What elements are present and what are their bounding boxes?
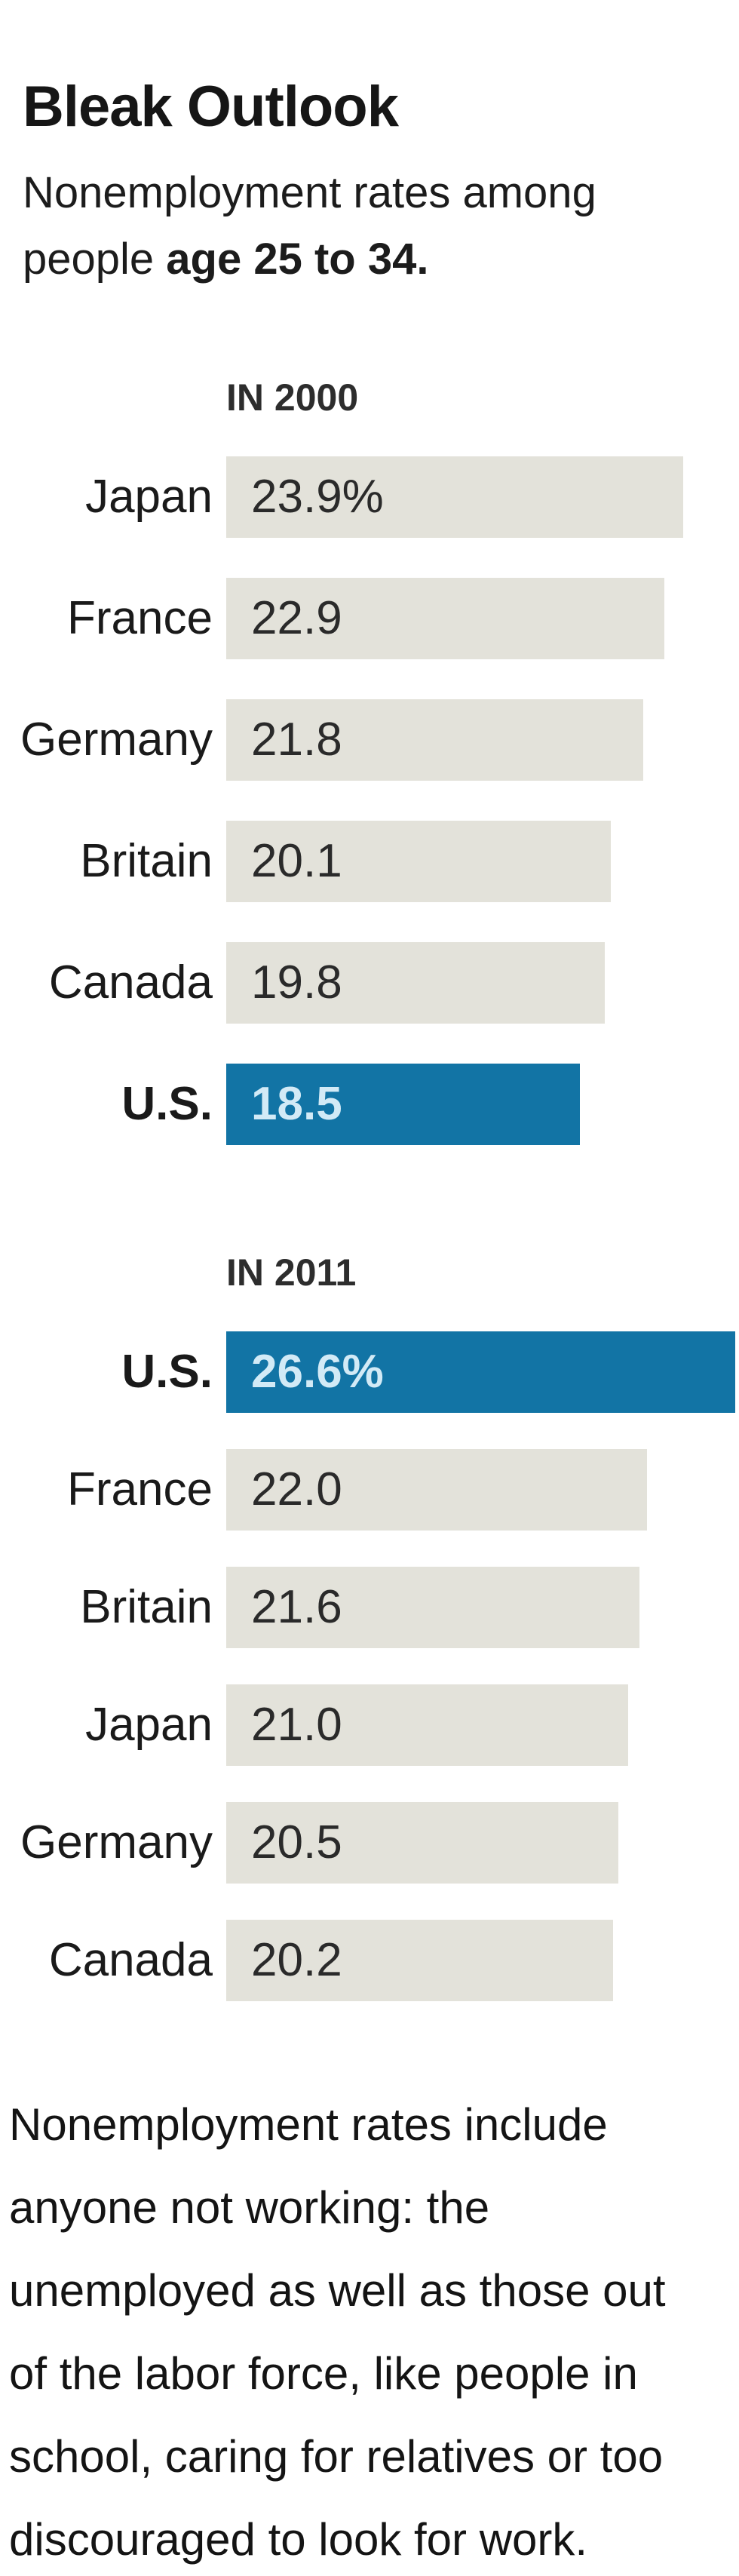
country-label: Germany (20, 1816, 213, 1868)
country-label: Japan (85, 471, 213, 523)
bar-value-label: 22.0 (251, 1463, 342, 1515)
chart-subtitle: Nonemployment rates among people age 25 … (23, 160, 596, 293)
subtitle-line2-regular: people (23, 235, 167, 284)
bar: 23.9% (226, 456, 683, 538)
country-label: Japan (85, 1699, 213, 1751)
bar-value-label: 20.5 (251, 1816, 342, 1868)
footnote-line: school, caring for relatives or too (9, 2431, 664, 2482)
subtitle-age-range: age 25 to 34. (166, 235, 429, 284)
country-label: U.S. (121, 1346, 213, 1398)
highlight-bar: 26.6% (226, 1331, 735, 1413)
bar: 21.8 (226, 699, 643, 781)
bar-value-label: 18.5 (251, 1078, 342, 1130)
highlight-bar: 18.5 (226, 1064, 580, 1145)
country-label: Britain (80, 835, 213, 887)
country-label: U.S. (121, 1078, 213, 1130)
bar-value-label: 20.1 (251, 835, 342, 887)
footnote-line: discouraged to look for work. (9, 2514, 588, 2565)
bar-value-label: 21.0 (251, 1699, 342, 1751)
bar-value-label: 23.9% (251, 471, 384, 523)
subtitle-line1: Nonemployment rates among (23, 168, 596, 217)
bar-value-label: 22.9 (251, 592, 342, 644)
chart-2011-title: IN 2011 (226, 1251, 357, 1294)
country-label: Britain (80, 1581, 213, 1633)
footnote-line: unemployed as well as those out (9, 2265, 666, 2316)
footnote-line: of the labor force, like people in (9, 2348, 638, 2399)
bar-value-label: 21.8 (251, 714, 342, 766)
bar-value-label: 20.2 (251, 1934, 342, 1986)
bar-value-label: 19.8 (251, 956, 342, 1009)
bar: 20.1 (226, 821, 611, 902)
footnote-line: anyone not working: the (9, 2182, 490, 2233)
bar: 22.9 (226, 578, 664, 659)
page-title: Bleak Outlook (23, 75, 399, 139)
bar: 19.8 (226, 942, 605, 1024)
bar: 22.0 (226, 1449, 647, 1531)
country-label: Germany (20, 714, 213, 766)
country-label: Canada (48, 956, 213, 1009)
footnote-line: Nonemployment rates include (9, 2099, 608, 2150)
bar: 20.5 (226, 1802, 618, 1884)
bar-value-label: 21.6 (251, 1581, 342, 1633)
chart-2000-title: IN 2000 (226, 376, 359, 419)
footnote: Nonemployment rates include anyone not wo… (9, 2083, 737, 2576)
country-label: France (67, 1463, 213, 1515)
country-label: Canada (48, 1934, 213, 1986)
bar: 21.0 (226, 1684, 628, 1766)
bar: 21.6 (226, 1567, 639, 1648)
bar-value-label: 26.6% (251, 1346, 384, 1398)
country-label: France (67, 592, 213, 644)
bar: 20.2 (226, 1920, 613, 2001)
